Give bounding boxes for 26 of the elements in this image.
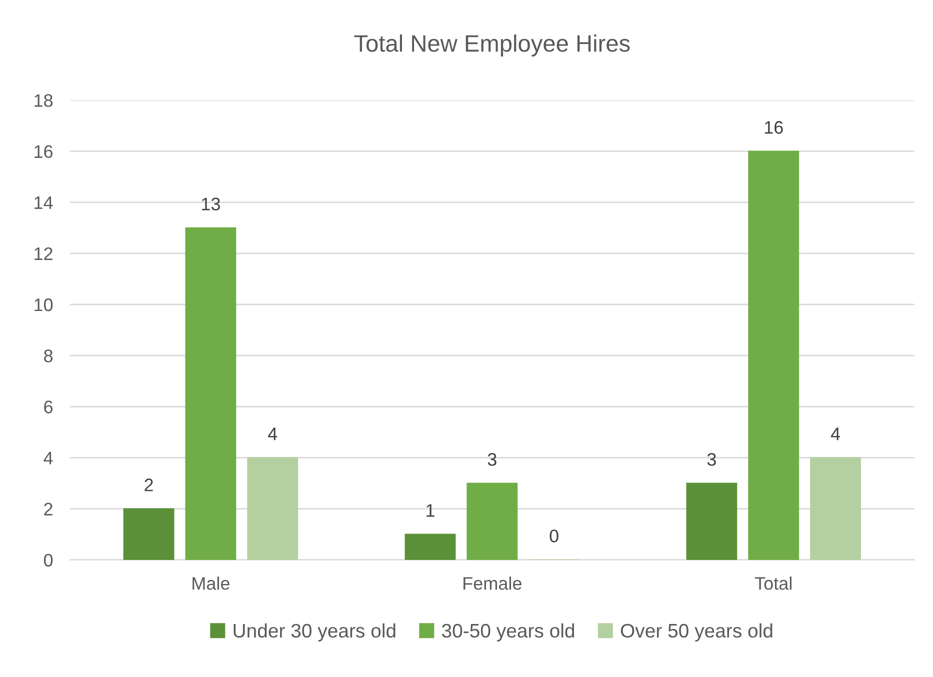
x-tick-label: Female <box>464 576 522 590</box>
y-tick-label: 2 <box>44 502 52 516</box>
legend-label: Over 50 years old <box>620 623 772 642</box>
y-tick-label: 16 <box>34 145 53 158</box>
y-tick-label: 8 <box>44 350 53 362</box>
y-tick-label: 10 <box>34 298 53 312</box>
x-tick-label: Total <box>754 576 792 590</box>
y-tick-label: 6 <box>44 400 53 414</box>
data-label: 1 <box>426 504 434 517</box>
chart-title: Total New Employee Hires <box>354 34 630 56</box>
data-label: 4 <box>830 428 840 440</box>
y-tick-label: 18 <box>34 94 53 107</box>
data-label: 13 <box>202 198 220 210</box>
y-tick-label: 4 <box>44 452 53 464</box>
data-label: 3 <box>707 453 716 466</box>
y-tick-label: 12 <box>34 247 52 260</box>
data-label: 16 <box>764 121 783 134</box>
legend-label: Under 30 years old <box>234 623 396 642</box>
data-label: 3 <box>488 453 496 466</box>
x-tick-label: Male <box>192 576 230 590</box>
data-label: 0 <box>550 530 558 542</box>
y-tick-label: 0 <box>44 554 53 567</box>
legend-label: 30-50 years old <box>442 623 574 642</box>
data-label: 2 <box>144 478 153 492</box>
y-tick-label: 14 <box>34 196 53 209</box>
data-label: 4 <box>268 428 278 440</box>
